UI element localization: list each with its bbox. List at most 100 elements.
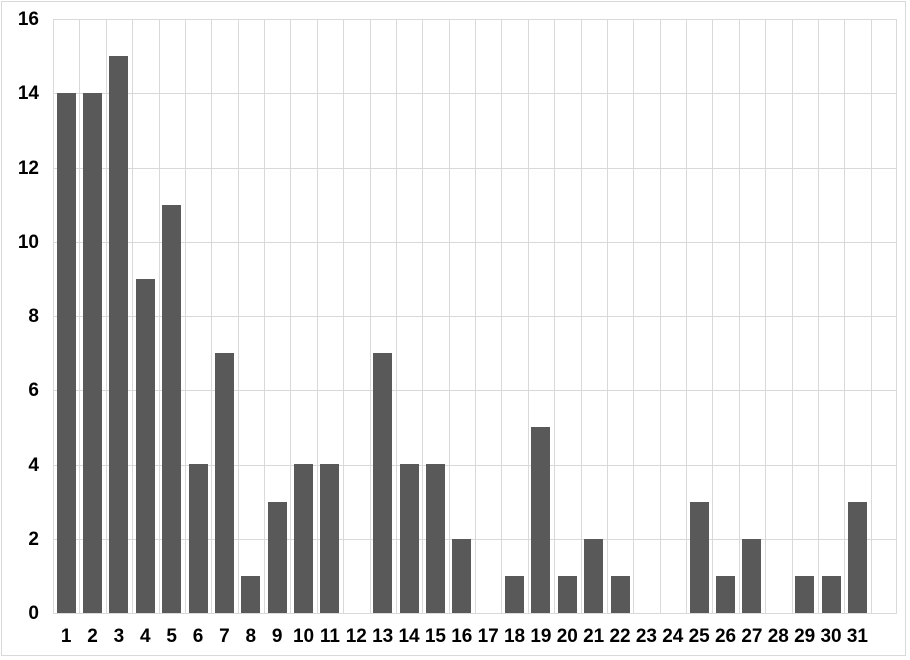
vertical-gridline	[818, 20, 819, 614]
x-tick-label: 14	[398, 626, 420, 647]
bar-day-9	[268, 502, 287, 613]
x-tick-label: 10	[292, 626, 315, 647]
vertical-gridline	[370, 20, 371, 614]
bar-day-16	[452, 539, 471, 613]
x-tick-label: 13	[372, 626, 394, 647]
vertical-gridline	[343, 20, 344, 614]
x-tick-label: 3	[113, 626, 125, 647]
vertical-gridline	[264, 20, 265, 614]
horizontal-gridline	[53, 19, 897, 20]
vertical-gridline	[475, 20, 476, 614]
plot-area	[53, 19, 897, 614]
bar-day-18	[505, 576, 524, 613]
bar-day-5	[162, 205, 181, 613]
bar-day-8	[241, 576, 260, 613]
vertical-gridline	[871, 20, 872, 614]
x-tick-label: 25	[688, 626, 710, 647]
bar-day-3	[109, 56, 128, 613]
vertical-gridline	[211, 20, 212, 614]
bar-day-6	[189, 464, 208, 613]
bar-day-11	[320, 464, 339, 613]
bar-day-21	[584, 539, 603, 613]
vertical-gridline	[185, 20, 186, 614]
vertical-gridline	[712, 20, 713, 614]
x-tick-label: 17	[477, 626, 499, 647]
vertical-gridline	[581, 20, 582, 614]
x-tick-label: 11	[319, 626, 340, 647]
vertical-gridline	[159, 20, 160, 614]
x-tick-label: 30	[820, 626, 842, 647]
y-tick-label: 16	[17, 9, 39, 30]
x-tick-label: 26	[714, 626, 737, 647]
vertical-gridline	[554, 20, 555, 614]
bar-day-30	[822, 576, 841, 613]
bar-day-29	[795, 576, 814, 613]
vertical-gridline	[317, 20, 318, 614]
x-tick-label: 22	[609, 626, 631, 647]
x-tick-label: 2	[87, 626, 98, 647]
x-tick-label: 23	[635, 626, 657, 647]
bar-day-4	[136, 279, 155, 613]
x-tick-label: 24	[662, 626, 684, 647]
vertical-gridline	[501, 20, 502, 614]
bar-day-1	[57, 93, 76, 613]
bar-day-31	[848, 502, 867, 613]
bar-day-22	[611, 576, 630, 613]
y-tick-label: 14	[17, 83, 39, 104]
vertical-gridline	[633, 20, 634, 614]
x-tick-label: 28	[767, 626, 789, 647]
x-tick-label: 12	[345, 626, 367, 647]
y-tick-label: 10	[17, 232, 39, 253]
x-tick-label: 9	[271, 626, 283, 647]
y-tick-label: 6	[28, 380, 39, 401]
x-tick-label: 19	[530, 626, 552, 647]
x-tick-label: 8	[245, 626, 257, 647]
y-axis-labels: 0 2 4 6 8 10 12 14 16	[2, 9, 39, 624]
x-tick-label: 16	[451, 626, 473, 647]
vertical-gridline	[765, 20, 766, 614]
x-tick-label: 31	[846, 626, 868, 647]
bar-day-15	[426, 464, 445, 613]
y-tick-label: 8	[28, 306, 39, 327]
vertical-gridline	[844, 20, 845, 614]
x-tick-label: 20	[556, 626, 578, 647]
bar-day-26	[716, 576, 735, 613]
x-axis-line	[53, 613, 897, 614]
x-tick-label: 1	[60, 626, 72, 647]
x-tick-label: 5	[166, 626, 177, 647]
y-tick-label: 0	[28, 603, 39, 624]
y-tick-label: 2	[28, 529, 39, 550]
x-tick-label: 21	[583, 626, 605, 647]
x-tick-label: 29	[794, 626, 816, 647]
bar-day-7	[215, 353, 234, 613]
vertical-gridline	[422, 20, 423, 614]
x-tick-label: 4	[140, 626, 151, 647]
vertical-gridline	[53, 20, 54, 614]
vertical-gridline	[238, 20, 239, 614]
vertical-gridline	[106, 20, 107, 614]
vertical-gridline	[660, 20, 661, 614]
vertical-gridline	[528, 20, 529, 614]
bar-day-14	[400, 464, 419, 613]
vertical-gridline	[792, 20, 793, 614]
vertical-gridline	[739, 20, 740, 614]
vertical-gridline	[132, 20, 133, 614]
bar-day-10	[294, 464, 313, 613]
x-axis-labels: 1 2 3 4 5 6 7 8 9 10 11 12 13 14 15 16 17 18 19 20 21 22 23 24 2…	[53, 622, 897, 652]
vertical-gridline	[896, 20, 897, 614]
vertical-gridline	[290, 20, 291, 614]
y-tick-label: 12	[17, 158, 39, 179]
bar-day-20	[558, 576, 577, 613]
bar-day-25	[690, 502, 709, 613]
x-tick-label: 6	[192, 626, 204, 647]
x-tick-label: 18	[503, 626, 526, 647]
y-tick-label: 4	[28, 455, 39, 476]
vertical-gridline	[79, 20, 80, 614]
vertical-gridline	[607, 20, 608, 614]
bar-day-13	[373, 353, 392, 613]
bar-day-27	[742, 539, 761, 613]
x-tick-label-empty	[871, 622, 897, 652]
x-tick-label: 27	[741, 626, 763, 647]
bar-day-2	[83, 93, 102, 613]
